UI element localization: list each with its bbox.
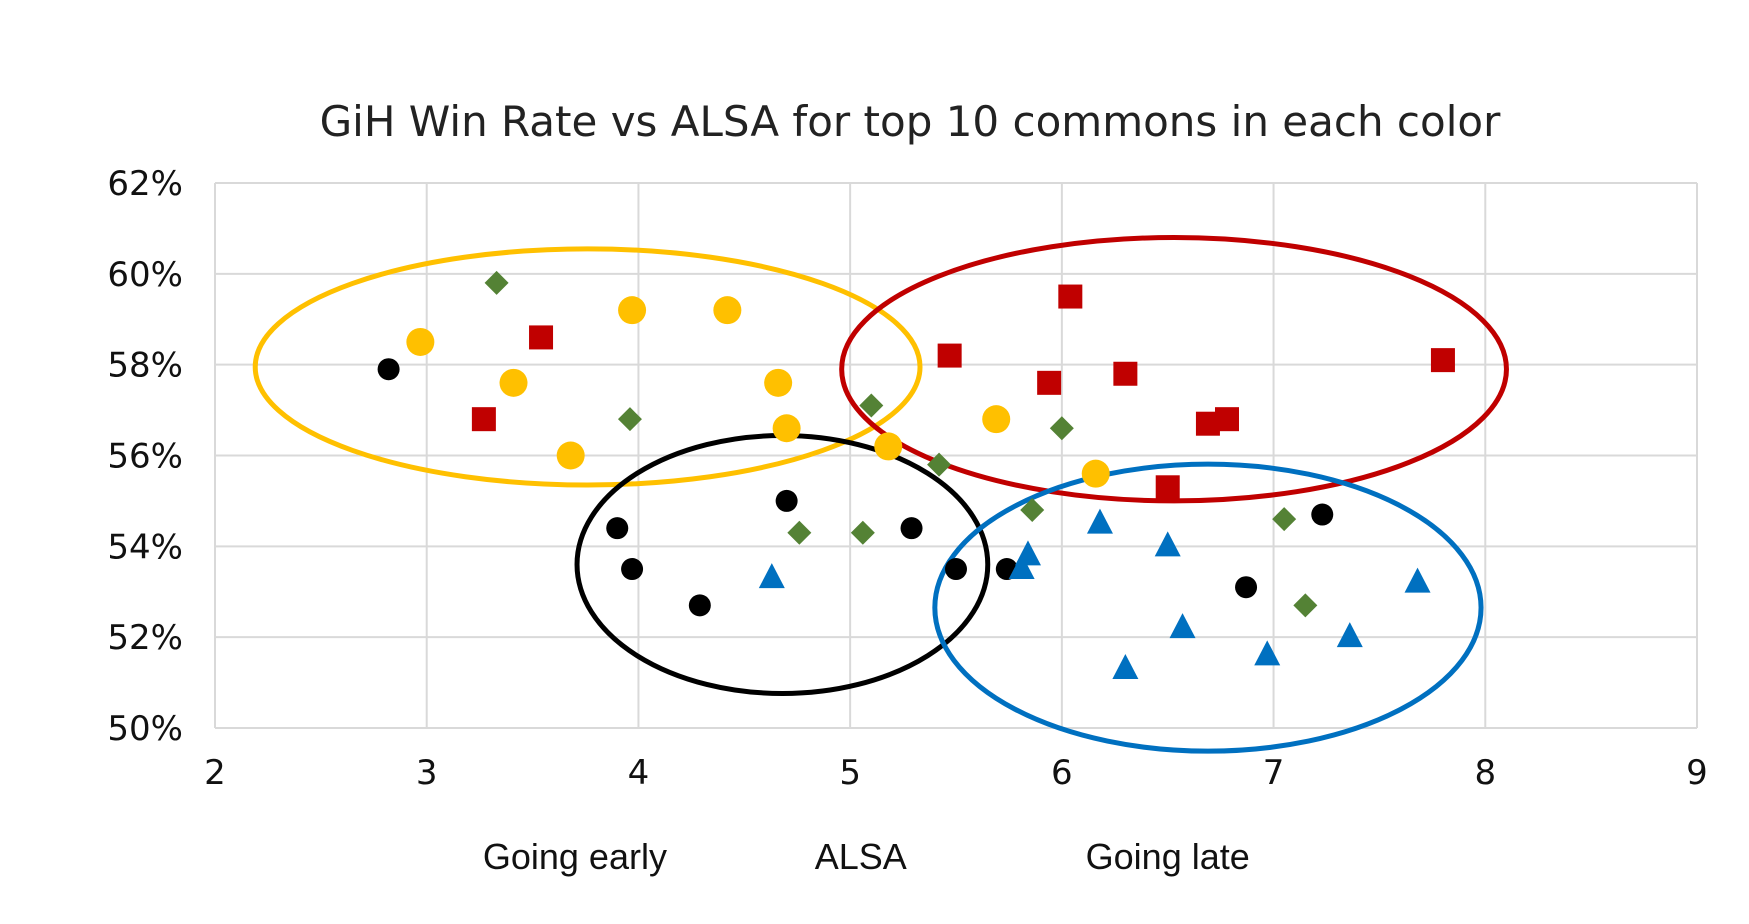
group-ellipses xyxy=(252,235,1509,754)
data-points xyxy=(377,270,1455,679)
green-diamond-point xyxy=(1293,593,1318,618)
blue-triangle-point xyxy=(758,563,785,589)
yellow-circle-point xyxy=(499,368,528,397)
yellow-circle-point xyxy=(556,441,585,470)
group-ellipse xyxy=(932,461,1484,754)
x-tick-label: 6 xyxy=(1051,753,1073,793)
black-circle-point xyxy=(621,558,644,581)
green-diamond-point xyxy=(787,520,812,545)
red-square-point xyxy=(1430,348,1455,373)
blue-triangle-point xyxy=(1086,508,1113,534)
yellow-circle-point xyxy=(764,368,793,397)
yellow-circle-point xyxy=(406,327,435,356)
red-square-point xyxy=(1113,361,1138,386)
yellow-circle-point xyxy=(982,405,1011,434)
green-diamond-point xyxy=(1020,498,1045,522)
blue-triangle-point xyxy=(1254,640,1281,666)
x-tick-label: 5 xyxy=(839,753,861,793)
green-diamond-point xyxy=(1272,507,1297,532)
y-tick-label: 60% xyxy=(107,255,183,295)
bottom-labels: Going early ALSA Going late xyxy=(483,836,1250,877)
chart-title: GiH Win Rate vs ALSA for top 10 commons … xyxy=(320,97,1501,146)
x-tick-label: 7 xyxy=(1263,753,1285,793)
axis-region-label: Going late xyxy=(1086,836,1250,877)
y-tick-label: 62% xyxy=(107,164,183,204)
x-tick-label: 8 xyxy=(1474,753,1496,793)
green-diamond-point xyxy=(617,407,642,432)
green-diamond-point xyxy=(1049,416,1074,441)
y-tick-label: 52% xyxy=(107,618,183,658)
blue-triangle-point xyxy=(1404,567,1431,593)
red-square-point xyxy=(937,343,962,368)
red-square-point xyxy=(1155,475,1180,500)
blue-triangle-point xyxy=(1014,540,1041,566)
y-tick-label: 56% xyxy=(107,437,183,477)
x-tick-label: 3 xyxy=(416,753,438,793)
black-circle-point xyxy=(900,517,923,540)
yellow-circle-point xyxy=(618,296,647,325)
green-diamond-point xyxy=(484,270,509,295)
group-ellipse xyxy=(252,246,923,488)
yellow-circle-point xyxy=(713,296,742,325)
blue-triangle-point xyxy=(1008,554,1035,580)
axis-tick-labels: 50% 52% 54% 56% 58% 60% 62% 2 3 4 5 6 7 8 9 xyxy=(107,164,1707,793)
green-diamond-point xyxy=(859,393,884,418)
y-tick-label: 54% xyxy=(107,527,183,567)
x-tick-label: 9 xyxy=(1686,753,1708,793)
black-circle-point xyxy=(775,489,798,512)
black-circle-point xyxy=(688,594,711,617)
y-tick-label: 58% xyxy=(107,346,183,386)
gridlines xyxy=(214,182,1698,729)
black-circle-point xyxy=(606,517,629,540)
yellow-circle-point xyxy=(772,414,801,443)
green-diamond-point xyxy=(927,452,952,477)
green-diamond-point xyxy=(850,520,875,545)
group-ellipse xyxy=(839,235,1509,504)
axis-region-label: ALSA xyxy=(815,836,907,877)
axis-region-label: Going early xyxy=(483,836,667,877)
red-square-point xyxy=(529,325,554,350)
black-circle-point xyxy=(1311,503,1334,526)
black-circle-point xyxy=(377,358,400,381)
black-circle-point xyxy=(945,558,967,581)
red-square-point xyxy=(471,407,496,432)
black-circle-point xyxy=(1235,576,1258,599)
x-tick-label: 2 xyxy=(204,753,226,793)
blue-triangle-point xyxy=(1154,531,1181,557)
yellow-circle-point xyxy=(1081,459,1110,488)
blue-triangle-point xyxy=(1336,622,1363,648)
blue-triangle-point xyxy=(1169,613,1196,639)
red-square-point xyxy=(1058,284,1083,309)
blue-triangle-point xyxy=(1112,653,1139,679)
y-tick-label: 50% xyxy=(107,709,183,749)
x-tick-label: 4 xyxy=(628,753,650,793)
red-square-point xyxy=(1037,370,1062,395)
red-square-point xyxy=(1214,407,1239,432)
yellow-circle-point xyxy=(874,432,903,461)
